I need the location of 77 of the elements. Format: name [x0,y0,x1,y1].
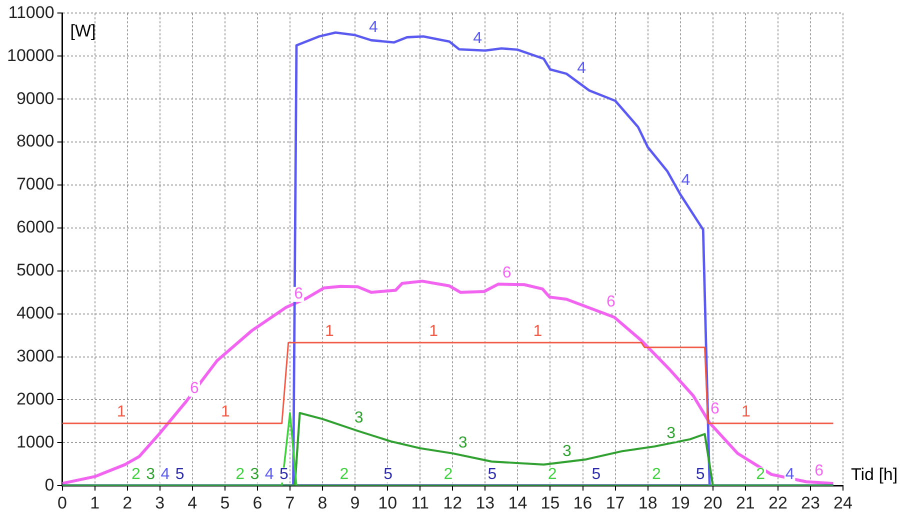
series-label: 1 [325,323,334,340]
x-tick-label: 24 [834,493,852,512]
x-axis-title: Tid [h] [851,464,898,484]
x-tick-label: 11 [411,493,429,512]
y-axis-title: [W] [70,21,96,40]
x-tick-label: 17 [606,493,625,512]
x-tick-label: 12 [443,493,462,512]
x-tick-label: 23 [801,493,820,512]
text: 3 [354,409,364,426]
text: 2 [756,466,765,484]
series-label: 6 [190,380,200,398]
text: 1 [429,323,438,340]
x-tick-label: 4 [188,493,198,512]
text: 4 [785,466,794,484]
text: 3 [146,466,156,484]
text: 5 [488,466,497,484]
series-label: 5 [175,466,184,484]
y-tick-label: 11000 [8,2,54,22]
series-label: 3 [666,424,676,442]
x-tick-label: 3 [155,493,165,512]
text: 1 [116,404,126,421]
x-tick-label: 13 [476,493,495,512]
y-tick-label: 6000 [16,218,54,237]
text: 6 [814,462,824,480]
text: 5 [592,466,601,484]
text: 2 [652,466,661,484]
x-tick-label: 10 [378,493,398,512]
x-tick-label: 5 [220,493,230,512]
x-tick-label: 21 [736,493,755,512]
x-tick-label: 18 [638,493,658,512]
x-tick-label: 0 [58,493,68,512]
x-tick-label: 6 [252,493,262,512]
x-tick-label: 7 [285,493,295,512]
text: 4 [473,30,482,48]
text: 3 [250,466,260,484]
text: 2 [340,466,349,484]
text: 5 [280,466,288,484]
y-tick-label: 1000 [16,432,54,452]
series-label: 2 [132,466,141,484]
text: 1 [533,323,542,340]
text: 4 [681,172,690,189]
text: 6 [502,264,512,282]
x-tick-label: 20 [703,493,722,512]
y-tick-label: 3000 [16,346,54,366]
x-tick-label: 14 [508,493,528,512]
x-tick-label: 9 [350,493,360,512]
text: 2 [236,466,245,484]
text: 2 [444,466,453,484]
text: 5 [384,466,393,484]
x-tick-label: 1 [90,493,100,512]
y-tick-label: 7000 [16,174,54,194]
text: 3 [562,442,572,460]
text: 5 [696,466,705,484]
text: 3 [458,434,468,452]
text: 6 [294,285,304,302]
x-tick-label: 8 [318,493,328,512]
y-tick-label: 9000 [16,88,54,108]
text: 4 [264,466,274,484]
x-tick-label: 22 [768,493,788,512]
text: 4 [368,19,378,36]
text: 2 [548,466,557,484]
series-label: 4 [160,466,170,484]
x-tick-label: 19 [670,493,690,512]
y-tick-label: 5000 [16,260,54,280]
text: 1 [220,404,230,421]
y-tick-label: 4000 [16,304,54,323]
x-tick-label: 15 [540,493,560,512]
y-tick-label: 8000 [16,132,54,151]
y-tick-label: 0 [44,475,54,494]
x-tick-label: 16 [573,493,592,512]
text: 6 [710,400,720,418]
text: 4 [577,60,586,78]
y-tick-label: 2000 [16,389,54,408]
text: 1 [741,404,750,421]
text: 6 [606,294,616,311]
x-tick-label: 2 [122,493,132,512]
y-tick-label: 10000 [6,46,54,65]
